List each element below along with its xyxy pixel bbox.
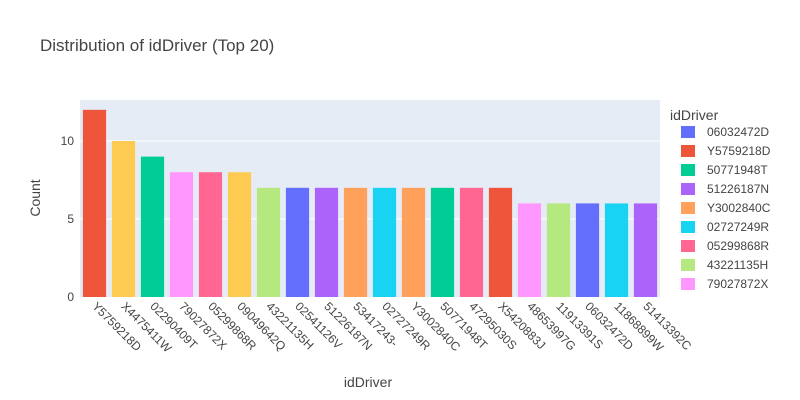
bar-53417243-[interactable] — [344, 188, 367, 297]
bar-Y5759218D[interactable] — [83, 110, 106, 297]
legend-label: Y3002840C — [707, 201, 771, 215]
legend-item-51226187N[interactable]: 51226187N — [681, 182, 769, 196]
legend-label: 06032472D — [707, 125, 769, 139]
legend[interactable]: idDriver 06032472D Y5759218D 50771948T 5122… — [670, 107, 771, 291]
legend-item-05299868R[interactable]: 05299868R — [681, 239, 769, 253]
bar-43221135H[interactable] — [257, 188, 280, 297]
x-axis-ticks: Y5759218DX4475411W02290409T79027872X0529… — [89, 299, 694, 355]
legend-item-43221135H[interactable]: 43221135H — [681, 258, 768, 272]
chart-title: Distribution of idDriver (Top 20) — [40, 36, 274, 55]
legend-label: 79027872X — [707, 277, 768, 291]
bar-11913391S[interactable] — [547, 203, 570, 297]
x-axis-title: idDriver — [344, 374, 393, 390]
bar-51413392C[interactable] — [634, 203, 657, 297]
bar-48653997G[interactable] — [518, 203, 541, 297]
legend-swatch — [681, 145, 695, 157]
legend-item-02727249R[interactable]: 02727249R — [681, 220, 769, 234]
legend-label: 05299868R — [707, 239, 769, 253]
bar-47295030S[interactable] — [460, 188, 483, 297]
plot-area — [80, 100, 660, 297]
bar-02541126V[interactable] — [286, 188, 309, 297]
bar-51226187N[interactable] — [315, 188, 338, 297]
legend-label: 50771948T — [707, 163, 768, 177]
bar-50771948T[interactable] — [431, 188, 454, 297]
legend-swatch — [681, 221, 695, 233]
bar-06032472D[interactable] — [576, 203, 599, 297]
bar-11868899W[interactable] — [605, 203, 628, 297]
y-tick-label: 0 — [67, 290, 74, 304]
legend-item-50771948T[interactable]: 50771948T — [681, 163, 768, 177]
bar-02290409T[interactable] — [141, 157, 164, 297]
legend-label: 51226187N — [707, 182, 769, 196]
legend-label: Y5759218D — [707, 144, 771, 158]
y-tick-label: 5 — [67, 212, 74, 226]
legend-swatch — [681, 164, 695, 176]
legend-item-Y3002840C[interactable]: Y3002840C — [681, 201, 771, 215]
legend-item-Y5759218D[interactable]: Y5759218D — [681, 144, 771, 158]
bar-X5420883J[interactable] — [489, 188, 512, 297]
legend-swatch — [681, 126, 695, 138]
legend-swatch — [681, 202, 695, 214]
legend-swatch — [681, 240, 695, 252]
legend-swatch — [681, 278, 695, 290]
bar-79027872X[interactable] — [170, 172, 193, 297]
y-axis-ticks: 0 5 10 — [61, 134, 75, 304]
legend-item-79027872X[interactable]: 79027872X — [681, 277, 768, 291]
legend-label: 02727249R — [707, 220, 769, 234]
y-axis-title: Count — [27, 179, 43, 216]
legend-item-06032472D[interactable]: 06032472D — [681, 125, 769, 139]
bar-02727249R[interactable] — [373, 188, 396, 297]
legend-swatch — [681, 259, 695, 271]
bar-X4475411W[interactable] — [112, 141, 135, 297]
bar-09049642Q[interactable] — [228, 172, 251, 297]
bar-05299868R[interactable] — [199, 172, 222, 297]
legend-label: 43221135H — [707, 258, 768, 272]
legend-title: idDriver — [670, 107, 719, 123]
bar-Y3002840C[interactable] — [402, 188, 425, 297]
legend-swatch — [681, 183, 695, 195]
y-tick-label: 10 — [61, 134, 75, 148]
